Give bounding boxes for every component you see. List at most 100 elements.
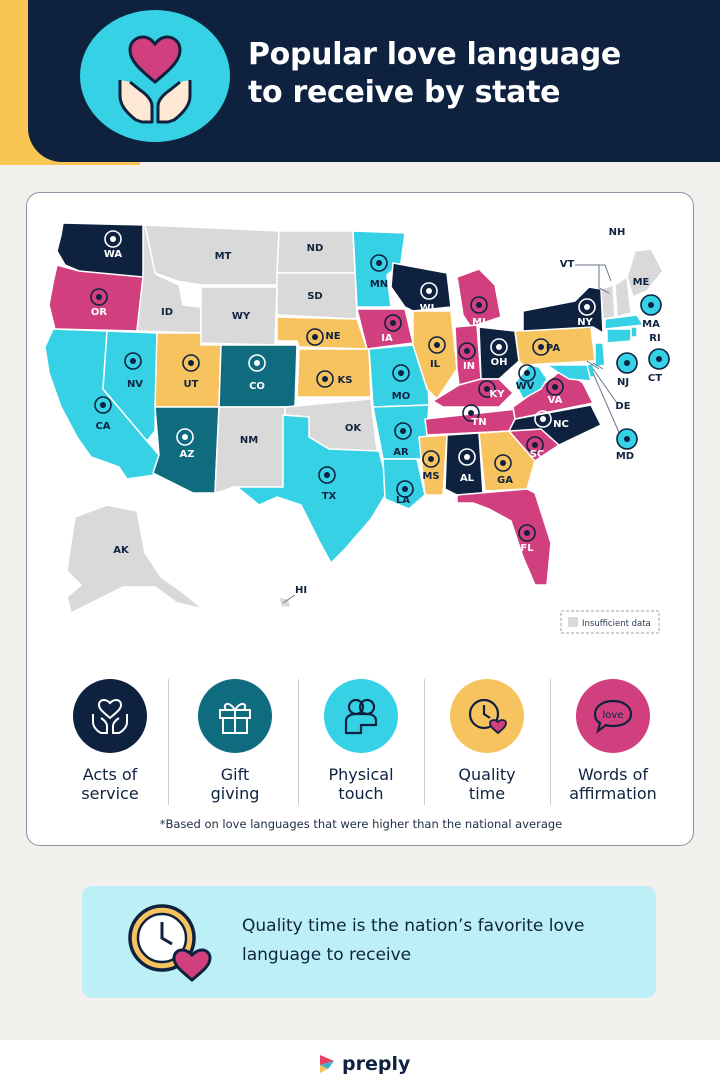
state-label-md: MD: [616, 451, 634, 462]
state-label-vt: VT: [560, 259, 575, 270]
legend-divider: [550, 679, 551, 805]
state-icon-la: [396, 480, 414, 498]
state-ak: [66, 504, 204, 614]
heart-in-hands-icon: [118, 35, 192, 124]
state-label-fl: FL: [520, 543, 534, 554]
state-label-ga: GA: [497, 475, 513, 486]
state-icon-va: [546, 378, 564, 396]
state-icon-dot-ky: [484, 386, 490, 392]
state-label-ak: AK: [113, 545, 130, 556]
footer: [0, 1040, 720, 1092]
state-label-mo: MO: [392, 391, 410, 402]
state-icon-co: [248, 354, 266, 372]
state-label-mt: MT: [215, 251, 232, 262]
state-icon-dot-ks: [322, 376, 328, 382]
state-label-nc: NC: [553, 419, 569, 430]
gift-icon: [198, 679, 272, 753]
state-icon-tx: [318, 466, 336, 484]
state-icon-ne: [306, 328, 324, 346]
state-label-va: VA: [548, 395, 563, 406]
svg-text:love: love: [603, 710, 624, 721]
state-icon-pa: [532, 338, 550, 356]
state-label-sd: SD: [307, 291, 323, 302]
state-label-nd: ND: [307, 243, 324, 254]
state-icon-ut: [182, 354, 200, 372]
state-ct: [606, 328, 632, 344]
state-label-mn: MN: [370, 279, 388, 290]
legend-label-line2: service: [81, 784, 139, 803]
state-icon-wa: [104, 230, 122, 248]
state-icon-fl: [518, 524, 536, 542]
brand[interactable]: preply: [318, 1053, 410, 1075]
state-mt: [144, 224, 280, 286]
state-label-hi: HI: [295, 585, 307, 596]
state-icon-in: [458, 342, 476, 360]
state-label-la: LA: [396, 495, 410, 506]
state-icon-mn: [370, 254, 388, 272]
state-icon-ms: [422, 450, 440, 468]
state-label-de: DE: [615, 401, 630, 412]
fact-line-2: language to receive: [242, 945, 412, 965]
state-mi: [456, 268, 502, 328]
state-icon-dot-pa: [538, 344, 544, 350]
brand-name: preply: [342, 1053, 411, 1075]
state-icon-ia: [384, 314, 402, 332]
hug-icon: [324, 679, 398, 753]
state-nv: [102, 330, 158, 442]
state-nc: [508, 404, 602, 446]
state-label-ma: MA: [642, 319, 660, 330]
state-nj: [594, 342, 606, 368]
clock-heart-icon: [450, 679, 524, 753]
state-icon-dot-ca: [100, 402, 106, 408]
state-label-in: IN: [463, 361, 475, 372]
state-icon-ca: [94, 396, 112, 414]
state-label-nh: NH: [609, 227, 626, 238]
state-in: [454, 324, 482, 386]
state-nh: [614, 276, 632, 318]
state-label-nm: NM: [240, 435, 258, 446]
state-icon-ky: [478, 380, 496, 398]
state-oh: [478, 326, 520, 380]
state-icon-dot-co: [254, 360, 260, 366]
legend-label-line1: Gift: [220, 765, 250, 784]
insufficient-data-key: Insufficient data: [560, 610, 660, 634]
page-title: Popular love language to receive by stat…: [248, 36, 668, 112]
state-icon-dot-mi: [476, 302, 482, 308]
state-icon-al: [458, 448, 476, 466]
legend-label-line1: Words of: [578, 765, 648, 784]
map-card: WA OR CA NV ID MT WY UT CO AZ NM ND SD NE KS OK TX MN IA MO…: [26, 192, 694, 846]
legend-quality-time: Quality time: [424, 679, 550, 803]
heart-in-hands-icon: [73, 679, 147, 753]
state-label-tn: TN: [471, 417, 486, 428]
legend: Acts of service Gift giving Physical touch: [27, 679, 695, 809]
state-label-ia: IA: [381, 333, 393, 344]
title-line-2: to receive by state: [248, 75, 561, 110]
state-ma: [604, 314, 644, 330]
state-icon-dot-ga: [500, 460, 506, 466]
state-icon-dot-ma: [648, 302, 654, 308]
state-label-ri: RI: [649, 333, 660, 344]
state-tx: [236, 414, 390, 564]
state-icon-dot-il: [434, 342, 440, 348]
state-label-oh: OH: [491, 357, 508, 368]
state-label-tx: TX: [322, 491, 337, 502]
state-icon-dot-wv: [524, 370, 530, 376]
state-icon-dot-ut: [188, 360, 194, 366]
legend-words-of-affirmation: love Words of affirmation: [550, 679, 676, 803]
state-label-il: IL: [430, 359, 441, 370]
title-line-1: Popular love language: [248, 37, 621, 72]
state-fl: [456, 488, 552, 586]
state-label-me: ME: [633, 277, 650, 288]
state-icon-az: [176, 428, 194, 446]
state-label-wa: WA: [104, 249, 123, 260]
legend-divider: [424, 679, 425, 805]
state-icon-dot-fl: [524, 530, 530, 536]
state-ri: [630, 326, 638, 338]
state-icon-dot-ne: [312, 334, 318, 340]
state-icon-dot-oh: [496, 344, 502, 350]
us-map: WA OR CA NV ID MT WY UT CO AZ NM ND SD NE KS OK TX MN IA MO…: [44, 222, 670, 634]
state-icon-dot-in: [464, 348, 470, 354]
state-icon-tn: [462, 404, 480, 422]
state-label-al: AL: [460, 473, 475, 484]
key-fact-text: Quality time is the nation’s favorite lo…: [242, 912, 632, 970]
